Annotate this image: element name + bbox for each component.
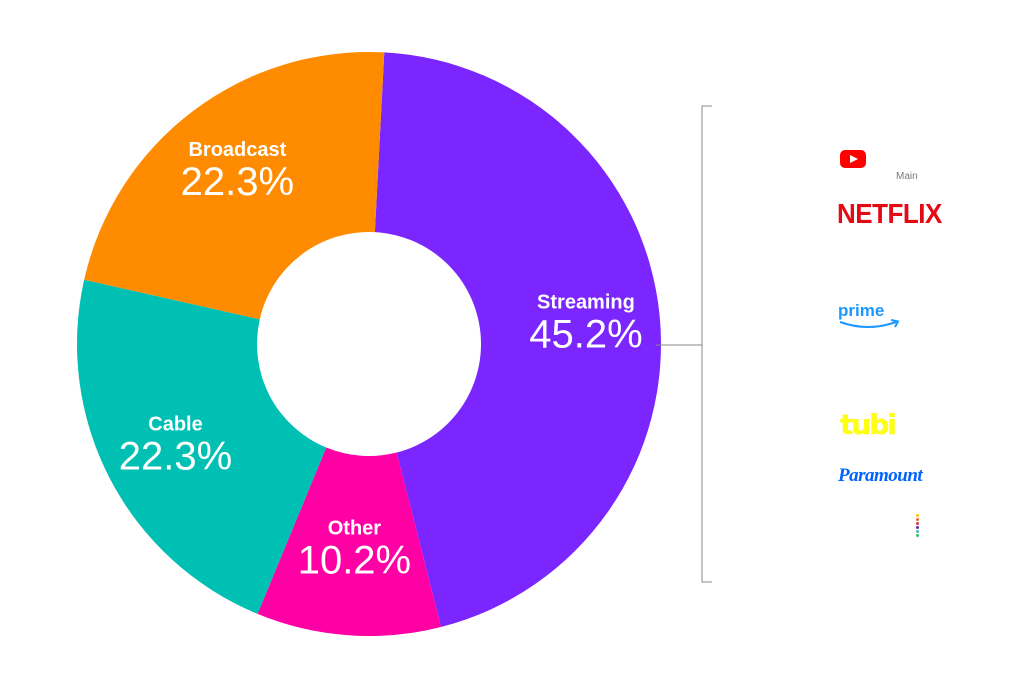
bracket-line	[701, 105, 712, 583]
slice-streaming	[374, 52, 661, 627]
slice-value-cable: 22.3%	[119, 434, 232, 478]
slice-value-other: 10.2%	[298, 538, 411, 582]
streaming-bracket	[656, 105, 712, 583]
slice-broadcast	[84, 52, 385, 320]
slice-label-cable: Cable	[148, 413, 202, 435]
donut-labels: Streaming45.2%Other10.2%Cable22.3%Broadc…	[119, 139, 643, 582]
slice-other	[257, 447, 442, 636]
slice-label-broadcast: Broadcast	[188, 139, 286, 161]
slice-cable	[76, 279, 327, 614]
slice-value-broadcast: 22.3%	[181, 160, 294, 204]
donut-slices	[76, 52, 661, 636]
slice-label-streaming: Streaming	[537, 292, 635, 314]
slice-value-streaming: 45.2%	[529, 313, 642, 357]
slice-label-other: Other	[328, 517, 382, 539]
